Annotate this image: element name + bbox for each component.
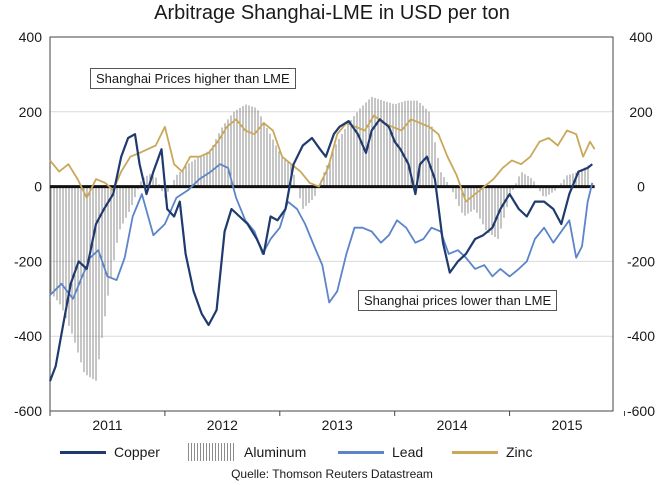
plot-frame [49, 36, 614, 412]
x-tick-label: 2013 [322, 417, 353, 433]
legend: Copper Aluminum Lead Zinc [0, 440, 664, 464]
x-tick-label: 2015 [551, 417, 582, 433]
y-tick-label-right: -600 [627, 403, 655, 419]
legend-swatch-zinc [452, 450, 498, 454]
legend-item-aluminum: Aluminum [188, 440, 306, 464]
y-tick-label-left: -600 [14, 403, 42, 419]
y-tick-label-right: 0 [637, 179, 645, 195]
legend-label-lead: Lead [392, 444, 424, 460]
legend-label-aluminum: Aluminum [244, 444, 307, 460]
y-tick-label-left: 400 [19, 29, 43, 45]
series-line-copper [48, 118, 593, 382]
y-tick-label-left: -400 [14, 328, 42, 344]
legend-swatch-lead [338, 450, 384, 454]
legend-label-copper: Copper [114, 444, 160, 460]
y-tick-label-right: -200 [627, 253, 655, 269]
series-line-zinc [49, 114, 596, 203]
annotation-higher: Shanghai Prices higher than LME [90, 68, 296, 89]
legend-item-copper: Copper [60, 440, 160, 464]
annotation-lower: Shanghai prices lower than LME [358, 290, 558, 311]
y-tick-label-left: 200 [19, 104, 43, 120]
legend-item-lead: Lead [338, 440, 423, 464]
legend-swatch-copper [60, 450, 106, 454]
y-tick-label-right: -400 [627, 328, 655, 344]
legend-swatch-aluminum [188, 443, 236, 461]
y-tick-label-right: 200 [629, 104, 653, 120]
chart-title: Arbitrage Shanghai-LME in USD per ton [154, 2, 510, 24]
y-tick-label-left: 0 [34, 179, 42, 195]
x-tick-label: 2012 [207, 417, 238, 433]
legend-label-zinc: Zinc [506, 444, 533, 460]
x-tick-label: 2011 [92, 417, 122, 433]
y-tick-label-left: -200 [14, 253, 42, 269]
series-line-lead [49, 163, 594, 304]
legend-item-zinc: Zinc [452, 440, 532, 464]
source-note: Quelle: Thomson Reuters Datastream [231, 467, 433, 481]
x-tick-label: 2014 [437, 417, 468, 433]
y-tick-label-right: 400 [629, 29, 653, 45]
